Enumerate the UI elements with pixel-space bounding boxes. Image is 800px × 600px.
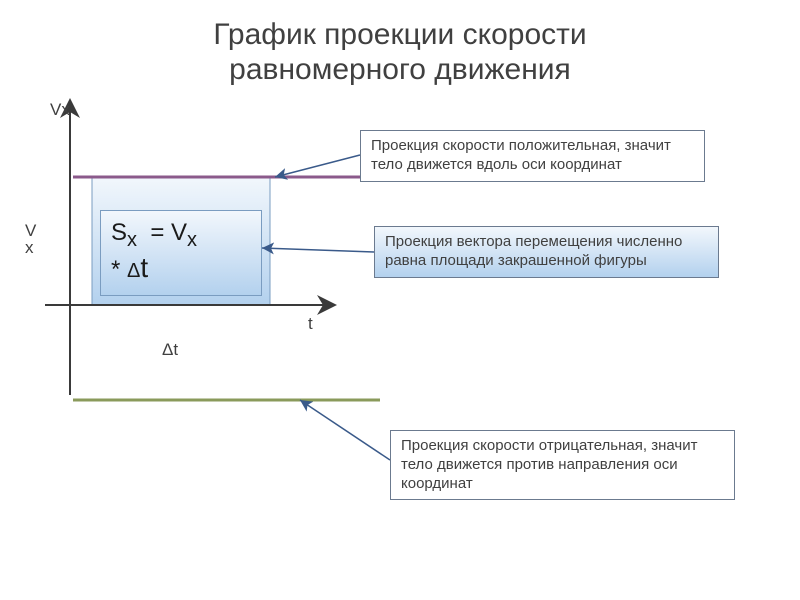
callout-arrow-2 <box>262 248 374 252</box>
left-vx-label: V x <box>25 222 36 256</box>
diagram-svg <box>0 0 800 600</box>
callout-arrow-3 <box>300 400 390 460</box>
formula-box: Sx = Vx* Δt <box>100 210 262 296</box>
callout-arrow-1 <box>275 155 360 177</box>
title-line1: График проекции скорости <box>213 18 586 51</box>
callout-positive: Проекция скорости положительная, значит … <box>360 130 705 182</box>
formula-text: Sx = Vx* Δt <box>111 219 197 283</box>
y-axis-label: Vx <box>50 100 70 120</box>
callout-area: Проекция вектора перемещения численно ра… <box>374 226 719 278</box>
page-title: График проекции скорости равномерного дв… <box>0 0 800 87</box>
callout-negative: Проекция скорости отрицательная, значит … <box>390 430 735 500</box>
x-axis-label: t <box>308 314 313 334</box>
delta-t-label: Δt <box>162 340 178 360</box>
title-line2: равномерного движения <box>229 53 571 86</box>
